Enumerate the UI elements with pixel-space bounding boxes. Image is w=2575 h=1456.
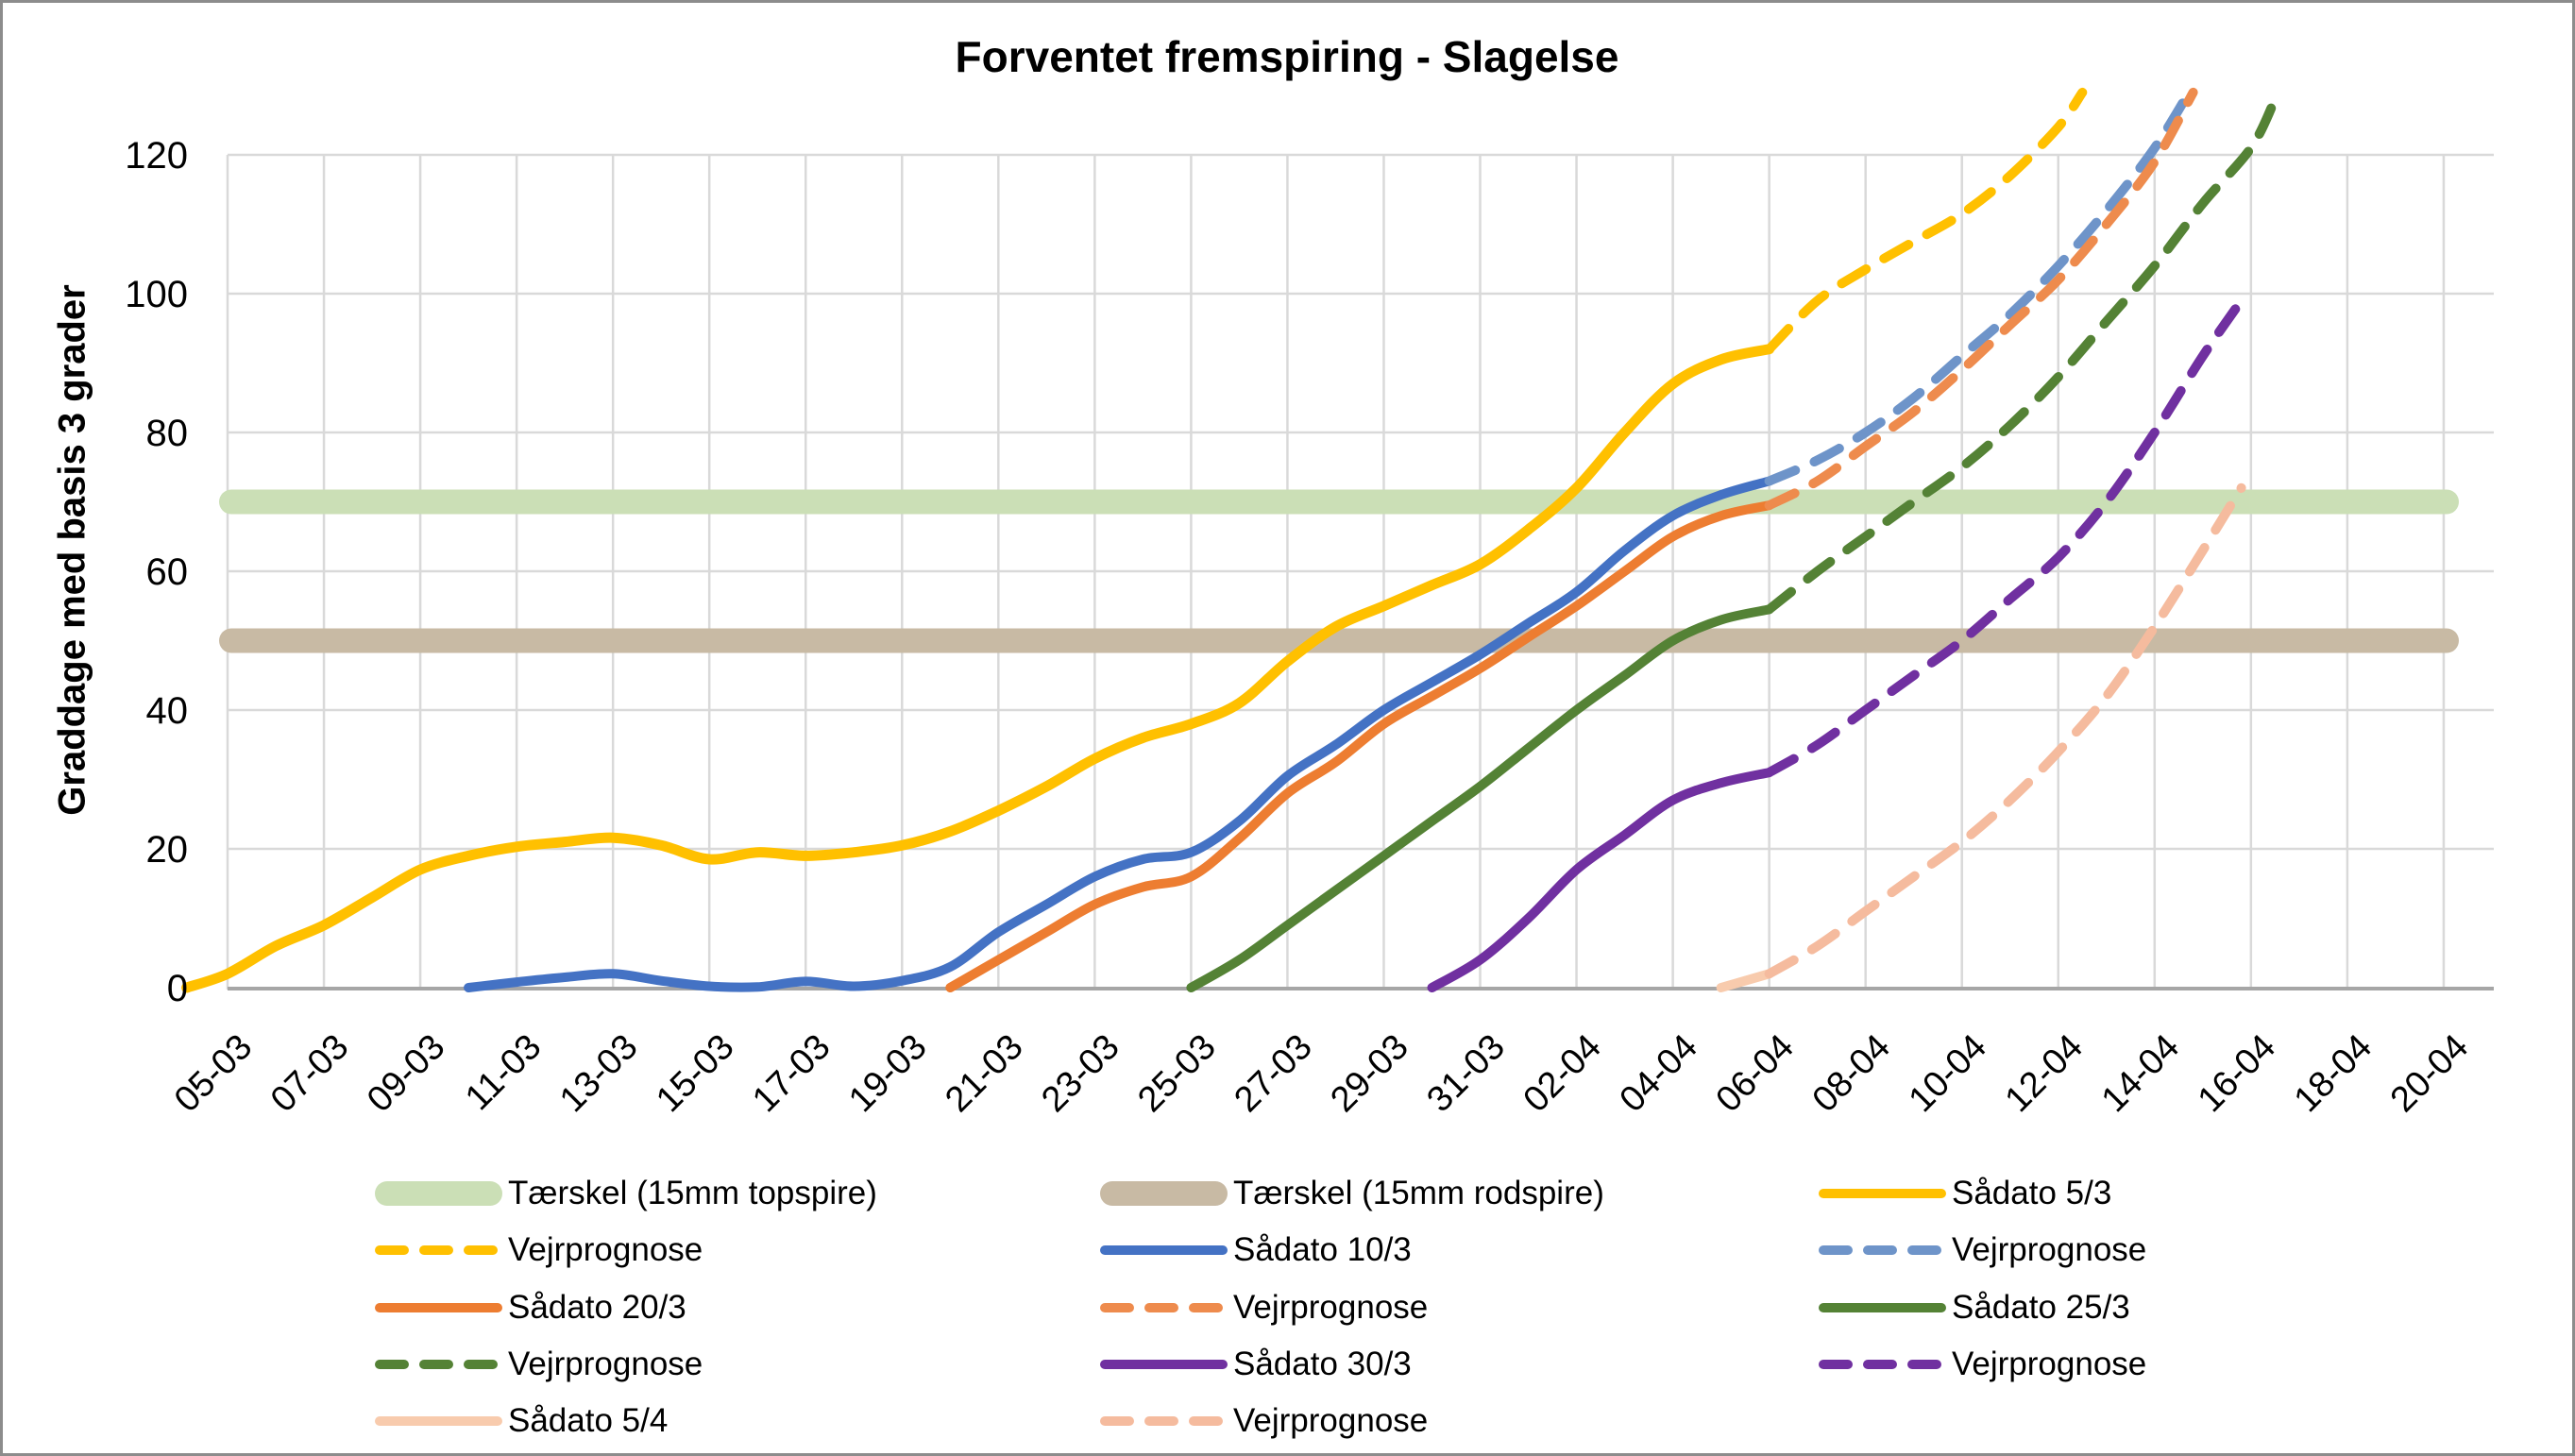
legend-label: Vejrprognose: [1233, 1402, 1429, 1439]
x-tick-label: 11-03: [458, 1027, 549, 1118]
x-tick-label: 05-03: [167, 1027, 260, 1120]
x-tick-label: 16-04: [2191, 1027, 2283, 1120]
series-forecast-vejrprognose[interactable]: [1764, 296, 2246, 778]
series-forecast-vejrprognose[interactable]: [1764, 94, 2280, 615]
legend-label: Vejrprognose: [508, 1231, 703, 1268]
series-s-dato-20-3[interactable]: [945, 500, 1774, 992]
series-forecast-vejrprognose[interactable]: [1764, 87, 2088, 354]
y-tick-label: 20: [146, 829, 189, 871]
legend-item-vejrprognose[interactable]: Vejrprognose: [1819, 1228, 2146, 1272]
legend-label: Vejrprognose: [508, 1346, 703, 1382]
x-tick-label: 20-04: [2383, 1027, 2476, 1120]
legend-item-s-dato-25-3[interactable]: Sådato 25/3: [1819, 1286, 2130, 1329]
x-tick-label: 18-04: [2287, 1027, 2380, 1120]
x-tick-label: 14-04: [2094, 1027, 2187, 1120]
legend-swatch-dash-icon: [1100, 1416, 1228, 1426]
series-forecast-vejrprognose[interactable]: [1764, 483, 2246, 979]
legend-swatch-line-icon: [1100, 1245, 1228, 1255]
legend-swatch-line-icon: [1100, 1360, 1228, 1369]
y-tick-label: 60: [146, 551, 189, 593]
chart-title: Forventet fremspiring - Slagelse: [955, 32, 1619, 81]
series-s-dato-25-3[interactable]: [1186, 604, 1774, 992]
y-tick-label: 80: [146, 413, 189, 454]
legend-swatch-band-icon: [1100, 1181, 1228, 1206]
plot-area: 0 20 40 60 80 100 120 05-03 07-03 09-03 11-03 13-03…: [125, 83, 2494, 1120]
legend-item-vejrprognose[interactable]: Vejrprognose: [1100, 1286, 1428, 1329]
series-s-dato-30-3[interactable]: [1427, 768, 1774, 992]
legend-label: Vejrprognose: [1952, 1231, 2147, 1268]
legend-swatch-dash-icon: [1100, 1303, 1228, 1312]
legend-label: Tærskel (15mm rodspire): [1233, 1175, 1604, 1211]
legend-item-t-rskel-15mm-topspire-[interactable]: Tærskel (15mm topspire): [375, 1172, 877, 1215]
x-tick-label: 04-04: [1613, 1027, 1705, 1120]
series-s-dato-10-3[interactable]: [464, 476, 1774, 992]
legend-label: Vejrprognose: [1952, 1346, 2147, 1382]
series-s-dato-5-4[interactable]: [1716, 969, 1774, 992]
legend-item-s-dato-30-3[interactable]: Sådato 30/3: [1100, 1343, 1412, 1386]
legend-swatch-dash-icon: [375, 1245, 502, 1255]
y-tick-label: 100: [125, 274, 188, 315]
x-tick-label: 13-03: [552, 1027, 645, 1120]
y-tick-label: 0: [167, 968, 188, 1009]
legend-label: Sådato 30/3: [1233, 1346, 1412, 1382]
x-tick-label: 09-03: [360, 1027, 452, 1120]
x-tick-label: 23-03: [1034, 1027, 1127, 1120]
legend-item-t-rskel-15mm-rodspire-[interactable]: Tærskel (15mm rodspire): [1100, 1172, 1604, 1215]
legend-item-s-dato-5-4[interactable]: Sådato 5/4: [375, 1399, 668, 1443]
legend-item-s-dato-10-3[interactable]: Sådato 10/3: [1100, 1228, 1412, 1272]
legend-item-vejrprognose[interactable]: Vejrprognose: [375, 1343, 703, 1386]
x-tick-label: 15-03: [649, 1027, 741, 1120]
legend-swatch-line-icon: [375, 1416, 502, 1426]
x-tick-label: 29-03: [1323, 1027, 1415, 1120]
x-tick-label: 21-03: [938, 1027, 1030, 1120]
y-tick-label: 40: [146, 690, 189, 732]
series-forecast-vejrprognose[interactable]: [1764, 83, 2198, 486]
y-tick-label: 120: [125, 135, 188, 177]
x-tick-label: 27-03: [1227, 1027, 1319, 1120]
legend-label: Sådato 25/3: [1952, 1289, 2130, 1326]
series-forecast-vejrprognose[interactable]: [1764, 87, 2198, 511]
legend-swatch-line-icon: [1819, 1189, 1946, 1198]
x-tick-label: 06-04: [1709, 1027, 1802, 1120]
legend-swatch-line-icon: [1819, 1303, 1946, 1312]
legend-label: Tærskel (15mm topspire): [508, 1175, 877, 1211]
legend-swatch-dash-icon: [1819, 1245, 1946, 1255]
x-tick-label: 12-04: [1998, 1027, 2091, 1120]
legend-label: Sådato 5/4: [508, 1402, 669, 1439]
legend-label: Sådato 20/3: [508, 1289, 686, 1326]
legend-label: Sådato 10/3: [1233, 1231, 1412, 1268]
series-s-dato-5-3[interactable]: [181, 344, 1775, 993]
x-tick-label: 17-03: [745, 1027, 838, 1120]
legend-label: Vejrprognose: [1233, 1289, 1429, 1326]
legend-item-vejrprognose[interactable]: Vejrprognose: [1819, 1343, 2146, 1386]
legend-item-vejrprognose[interactable]: Vejrprognose: [1100, 1399, 1428, 1443]
x-tick-label: 02-04: [1516, 1027, 1608, 1120]
legend-swatch-band-icon: [375, 1181, 502, 1206]
legend-swatch-dash-icon: [1819, 1360, 1946, 1369]
legend-swatch-line-icon: [375, 1303, 502, 1312]
x-tick-label: 07-03: [263, 1027, 356, 1120]
chart-legend: Tærskel (15mm topspire) Tærskel (15mm rod…: [3, 3, 2572, 1453]
x-tick-label: 19-03: [841, 1027, 934, 1120]
legend-item-s-dato-20-3[interactable]: Sådato 20/3: [375, 1286, 686, 1329]
legend-label: Sådato 5/3: [1952, 1175, 2112, 1211]
legend-item-s-dato-5-3[interactable]: Sådato 5/3: [1819, 1172, 2111, 1215]
x-tick-label: 25-03: [1130, 1027, 1223, 1120]
legend-item-vejrprognose[interactable]: Vejrprognose: [375, 1228, 703, 1272]
x-tick-label: 31-03: [1419, 1027, 1512, 1120]
x-tick-label: 08-04: [1805, 1027, 1898, 1120]
legend-swatch-dash-icon: [375, 1360, 502, 1369]
x-tick-label: 10-04: [1902, 1027, 1994, 1120]
